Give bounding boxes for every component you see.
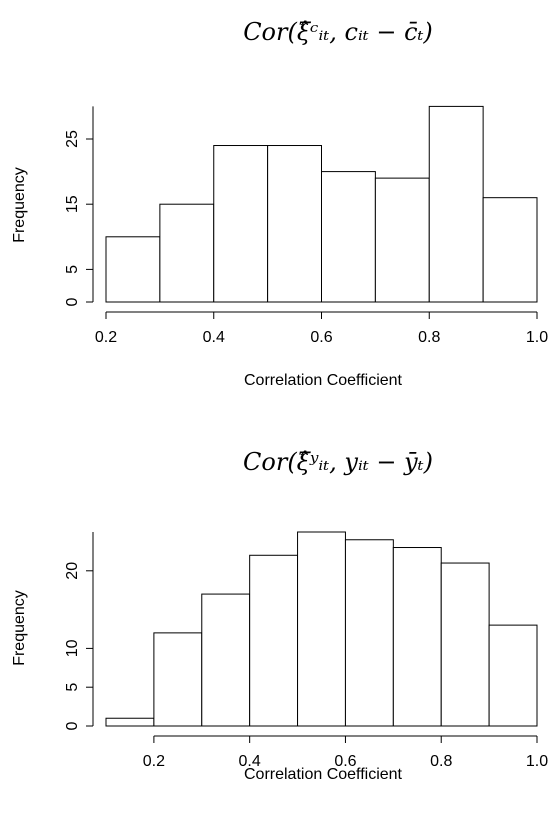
x-tick-label: 0.8 [418, 329, 440, 346]
y-tick-label: 10 [64, 639, 81, 657]
x-tick-label: 1.0 [526, 753, 548, 770]
y-tick-label: 25 [64, 130, 81, 148]
x-tick-label: 0.6 [310, 329, 332, 346]
histogram-bar [374, 177, 430, 303]
chart-1-x-axis: 0.2 0.4 0.6 0.8 1.0 [95, 311, 548, 346]
histogram-bar [249, 554, 299, 727]
x-tick-label: 0.6 [334, 753, 356, 770]
chart-2-y-axis: 0 5 10 20 [64, 532, 94, 730]
chart-1-title: Cor(ξ̂ᶜᵢₜ, cᵢₜ − c̄ₜ) [243, 18, 433, 46]
y-tick-label: 0 [64, 297, 81, 306]
histogram-2: Cor(ξ̂ʸᵢₜ, yᵢₜ − ȳₜ) 0.2 0.4 0.6 0.8 1.0 0 5 1… [11, 448, 548, 783]
y-tick-label: 5 [64, 265, 81, 274]
histogram-bar [482, 197, 538, 303]
x-tick-label: 0.2 [143, 753, 165, 770]
histogram-bar [321, 171, 376, 303]
x-tick-label: 0.4 [203, 329, 225, 346]
chart-1-bars [105, 105, 538, 303]
x-tick-label: 0.2 [95, 329, 117, 346]
histogram-bar [297, 531, 346, 727]
x-tick-label: 1.0 [526, 329, 548, 346]
histogram-bar [153, 632, 203, 727]
histogram-bar [428, 105, 484, 303]
chart-2-y-axis-title: Frequency [11, 590, 28, 666]
histogram-1: Cor(ξ̂ᶜᵢₜ, cᵢₜ − c̄ₜ) 0.2 0.4 0.6 0.8 1.0 0 5… [11, 18, 548, 389]
histogram-bar [392, 547, 442, 727]
histogram-bar [344, 539, 394, 727]
chart-2-x-axis: 0.2 0.4 0.6 0.8 1.0 [143, 735, 548, 770]
histogram-bar [213, 145, 269, 303]
y-tick-label: 5 [64, 683, 81, 692]
x-tick-label: 0.8 [430, 753, 452, 770]
chart-1-y-axis: 0 5 15 25 [64, 106, 94, 306]
chart-1-y-axis-title: Frequency [11, 167, 28, 243]
chart-2-x-axis-title: Correlation Coefficient [244, 766, 403, 783]
histogram-bar [440, 562, 490, 727]
chart-1-x-axis-title: Correlation Coefficient [244, 372, 403, 389]
x-tick-label: 0.4 [239, 753, 261, 770]
histogram-bar [488, 624, 538, 727]
chart-2-title: Cor(ξ̂ʸᵢₜ, yᵢₜ − ȳₜ) [243, 448, 433, 476]
histogram-bar [267, 145, 322, 303]
y-tick-label: 20 [64, 562, 81, 580]
y-tick-label: 15 [64, 195, 81, 213]
histogram-bar [201, 593, 251, 727]
y-tick-label: 0 [64, 721, 81, 730]
histogram-bar [105, 236, 161, 303]
histogram-bar [105, 717, 155, 727]
histogram-bar [159, 203, 215, 303]
chart-2-bars [105, 531, 538, 727]
